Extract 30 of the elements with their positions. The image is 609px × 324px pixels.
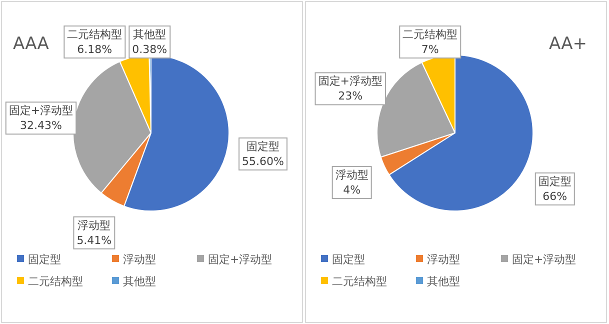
data-label: 5.41% (76, 234, 112, 247)
legend-label: 其他型 (123, 275, 156, 288)
data-label: 4% (343, 184, 361, 197)
slice-label: 二元结构型 (402, 28, 458, 41)
legend-label: 固定+浮动型 (208, 253, 272, 266)
data-label: 66% (542, 190, 568, 203)
legend-label: 固定型 (332, 253, 365, 266)
slice-label: 其他型 (133, 28, 166, 41)
data-label: 23% (338, 90, 363, 103)
slice-label: 浮动型 (335, 168, 368, 182)
data-label: 0.38% (132, 43, 168, 56)
legend-label: 浮动型 (123, 253, 156, 266)
legend-label: 二元结构型 (332, 275, 387, 288)
data-label: 7% (421, 43, 439, 56)
data-label: 55.60% (242, 154, 284, 168)
legend-label: 二元结构型 (28, 275, 83, 288)
legend-label: 固定型 (28, 253, 61, 266)
slice-label: 固定型 (246, 140, 280, 153)
slice-label: 固定型 (538, 174, 572, 188)
legend-label: 固定+浮动型 (512, 253, 576, 266)
chart-title: AA+ (549, 34, 587, 54)
data-label: 32.43% (20, 119, 62, 132)
chart-title: AAA (13, 34, 50, 54)
slice-label: 浮动型 (78, 218, 111, 232)
legend-label: 浮动型 (427, 253, 460, 266)
data-label: 6.18% (77, 43, 112, 56)
legend-label: 其他型 (427, 275, 460, 288)
slice-label: 固定+浮动型 (8, 104, 74, 118)
slice-label: 二元结构型 (67, 28, 122, 41)
slice-label: 固定+浮动型 (318, 74, 382, 88)
